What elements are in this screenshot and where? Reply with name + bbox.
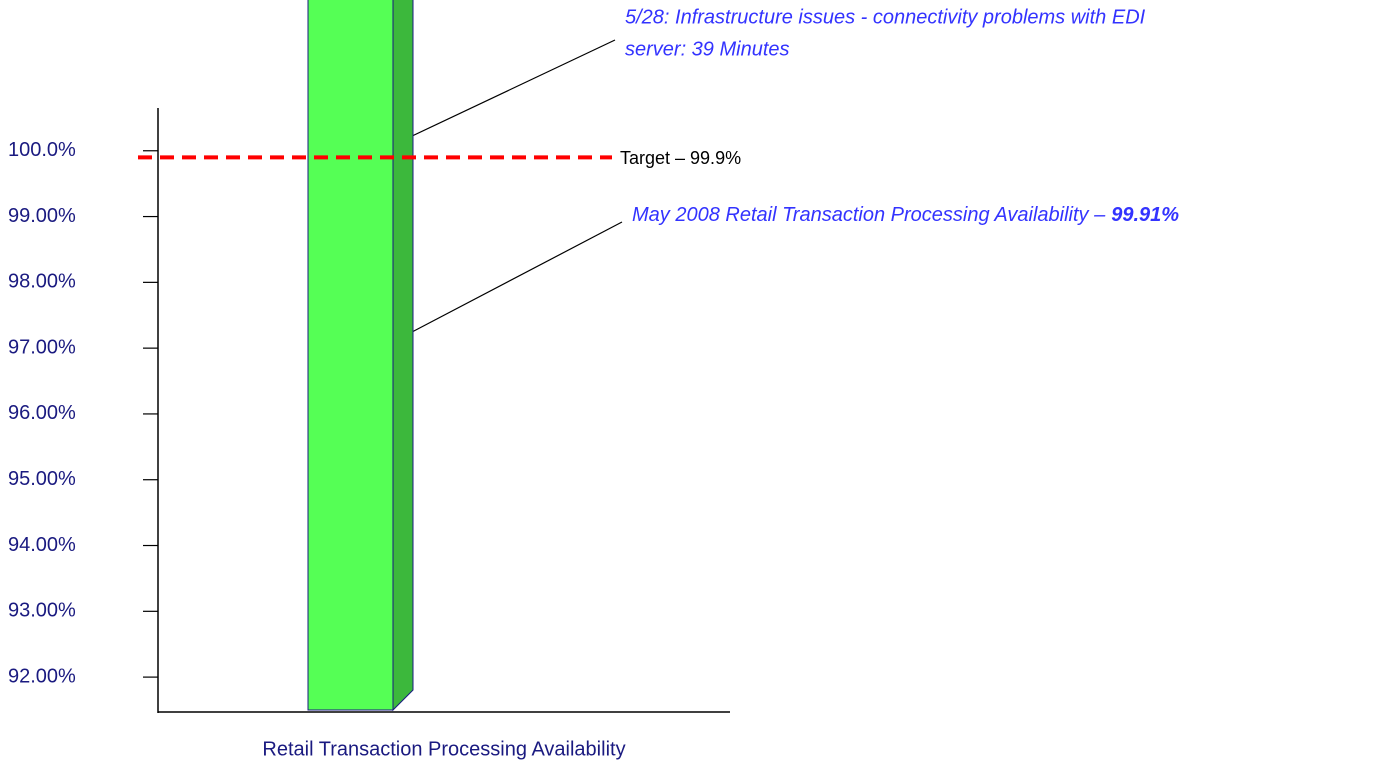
y-tick-label: 100.0%: [8, 139, 76, 161]
bar-front: [307, 0, 394, 711]
data-label: 99.91%: [1111, 204, 1179, 226]
y-tick-label: 97.00%: [8, 336, 76, 358]
annotation: server: 39 Minutes: [625, 38, 790, 60]
bar-side: [392, 0, 414, 712]
annotation-text: May 2008 Retail Transaction Processing A…: [632, 204, 1106, 226]
annotation: 5/28: Infrastructure issues - connectivi…: [625, 6, 1146, 28]
bar-segment: [307, 0, 414, 712]
y-tick-label: 93.00%: [8, 600, 76, 622]
y-tick-label: 96.00%: [8, 402, 76, 424]
leader-line: [409, 39, 616, 138]
x-tick-label: Retail Transaction Processing Availabili…: [262, 738, 625, 760]
y-tick-label: 95.00%: [8, 468, 76, 490]
target-label: Target – 99.9%: [620, 148, 741, 168]
y-tick-label: 92.00%: [8, 665, 76, 687]
y-tick-label: 98.00%: [8, 271, 76, 293]
y-tick-label: 99.00%: [8, 205, 76, 227]
leader-line: [411, 221, 623, 333]
annotation: May 2008 Retail Transaction Processing A…: [632, 204, 1179, 226]
y-tick-label: 94.00%: [8, 534, 76, 556]
